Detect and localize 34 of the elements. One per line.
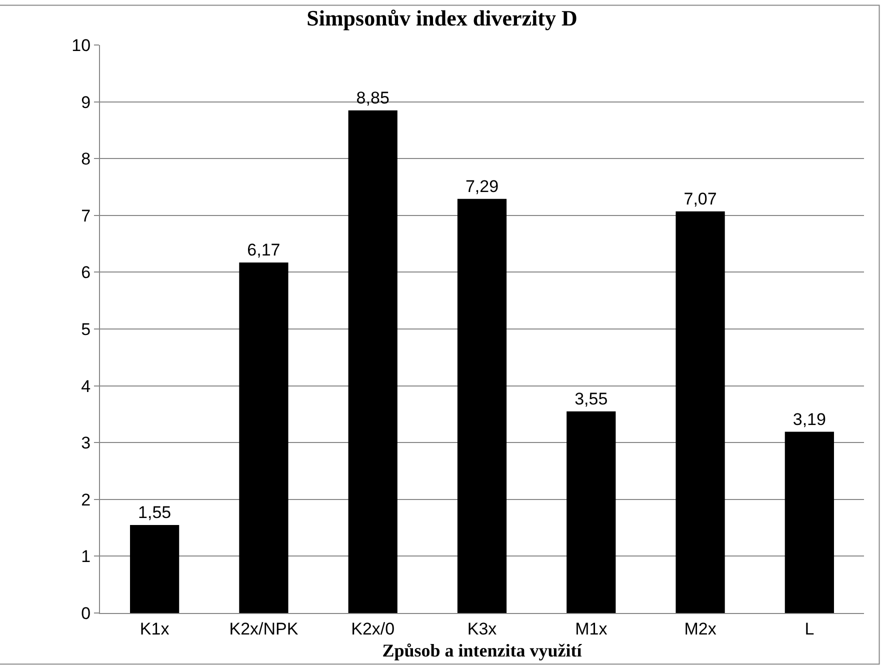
bar (239, 262, 288, 613)
bar (784, 432, 834, 613)
y-tick-label: 8 (81, 150, 91, 169)
x-tick-label: M1x (575, 619, 608, 638)
data-label: 3,19 (792, 410, 826, 429)
data-label: 7,07 (684, 189, 717, 208)
x-tick-label: K2x/0 (351, 619, 395, 638)
y-tick-label: 10 (72, 36, 91, 55)
bar (566, 411, 616, 613)
y-tick-label: 6 (81, 263, 91, 282)
y-tick-label: 9 (81, 92, 91, 112)
data-label: 3,55 (574, 389, 608, 408)
x-tick-label: M2x (684, 619, 717, 638)
bar (348, 110, 398, 613)
bar (457, 198, 507, 613)
data-label: 6,17 (247, 240, 280, 260)
data-label: 8,85 (356, 88, 390, 108)
y-tick-label: 3 (81, 434, 91, 453)
bar (130, 524, 180, 613)
y-tick-label: 2 (81, 490, 91, 510)
x-tick-label: K2x/NPK (229, 619, 299, 638)
chart-title: Simpsonův index diverzity D (306, 5, 578, 30)
x-tick-label: K1x (140, 619, 170, 638)
data-label: 1,55 (138, 502, 172, 522)
x-tick-label: K3x (467, 619, 498, 638)
y-tick-label: 1 (81, 547, 91, 566)
x-axis-title: Způsob a intenzita využití (382, 640, 583, 660)
y-tick-label: 4 (81, 376, 91, 396)
bar (676, 211, 725, 613)
x-tick-label: L (804, 619, 814, 638)
y-tick-label: 7 (81, 206, 91, 226)
y-tick-label: 0 (81, 604, 91, 623)
y-tick-label: 5 (81, 320, 91, 339)
data-label: 7,29 (465, 176, 499, 196)
